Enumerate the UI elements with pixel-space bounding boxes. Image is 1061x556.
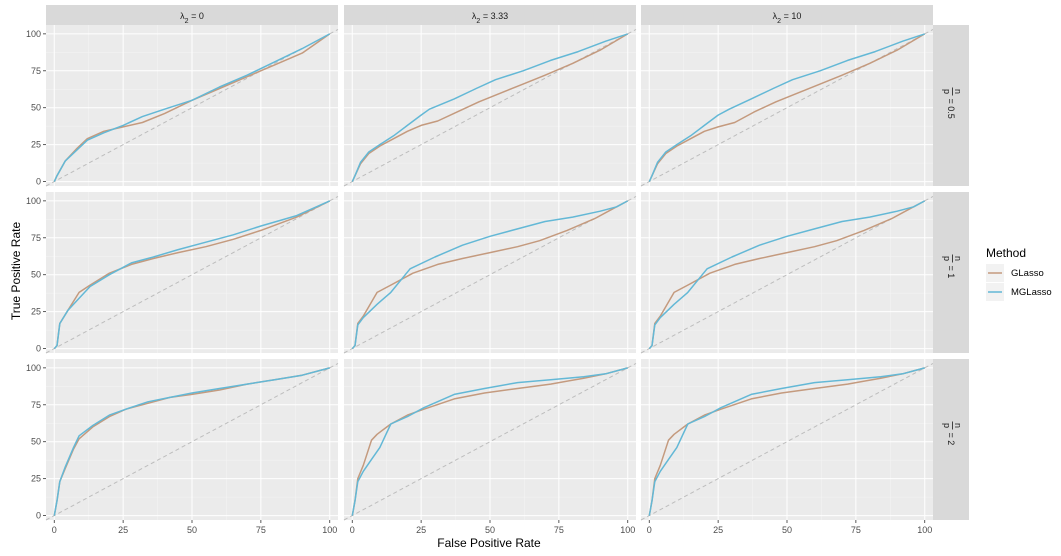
y-tick-label: 75 [31,66,41,76]
column-strip-bg [641,5,933,25]
series-line-mglasso [53,367,330,516]
row-strip-label: np = 2 [942,421,963,446]
legend-title: Method [986,246,1026,260]
strip-label-rest: = 10 [781,11,801,21]
diagonal-reference-line [343,362,637,521]
x-tick-label: 100 [620,525,635,535]
x-tick-label: 25 [713,525,723,535]
diagonal-reference-line [640,362,934,521]
facet-panel [343,25,637,187]
y-tick-label: 100 [26,363,41,373]
panels-layer [45,25,934,521]
facet-panel [343,359,637,521]
y-tick-label: 25 [31,474,41,484]
y-tick-label: 50 [31,437,41,447]
row-strip-value: = 1 [946,266,956,279]
x-tick-label: 0 [52,525,57,535]
diagonal-reference-line [45,195,339,354]
column-strip-bg [46,5,338,25]
row-strip-value: = 0.5 [946,99,956,119]
x-tick-label: 100 [322,525,337,535]
strip-label-rest: = 3.33 [480,11,508,21]
x-tick-label: 75 [256,525,266,535]
row-strip-label: np = 1 [942,254,963,279]
series-line-mglasso [648,200,926,350]
y-tick-label: 0 [36,344,41,354]
legend-label: MGLasso [1011,287,1052,298]
row-strip-label: np = 0.5 [942,87,963,119]
series-line-glasso [648,33,926,182]
row-strip-numerator: n [953,256,963,261]
y-tick-label: 75 [31,233,41,243]
axes-layer: 0 25 50 75 100 0 25 50 75 100 0 25 50 75 100 0 25 50 75 100… [26,29,932,535]
y-tick-label: 0 [36,177,41,187]
x-tick-label: 0 [647,525,652,535]
series-line-glasso [351,200,629,350]
column-strip-label: λ2 = 10 [773,11,802,25]
y-tick-label: 75 [31,400,41,410]
series-line-mglasso [351,367,628,516]
y-tick-label: 25 [31,307,41,317]
strip-label-base: λ [180,11,185,21]
y-axis-title: True Positive Rate [9,222,23,321]
series-line-mglasso [53,33,331,182]
column-strip-bg [344,5,636,25]
series-line-mglasso [351,200,629,350]
row-strip-denominator: p [942,89,952,94]
legend: Method GLasso MGLasso [986,246,1052,301]
series-line-mglasso [351,33,628,182]
series-line-glasso [351,33,629,182]
column-strip-label: λ2 = 0 [180,11,204,25]
row-strip-numerator: n [953,423,963,428]
diagonal-reference-line [45,362,339,521]
x-tick-label: 50 [485,525,495,535]
x-tick-label: 100 [917,525,932,535]
row-strip-bg [933,192,969,353]
series-line-mglasso [648,367,925,516]
x-tick-label: 75 [851,525,861,535]
y-tick-label: 100 [26,196,41,206]
y-tick-label: 100 [26,29,41,39]
strip-label-sub: 2 [777,18,781,25]
facet-panel [45,192,339,354]
strip-label-sub: 2 [185,18,189,25]
y-tick-label: 50 [31,103,41,113]
x-tick-label: 0 [350,525,355,535]
row-strip-numerator: n [953,89,963,94]
row-strip-denominator: p [942,256,952,261]
strip-label-rest: = 0 [189,11,204,21]
facet-panel [45,25,339,187]
series-line-glasso [648,200,926,350]
row-strip-bg [933,359,969,520]
facet-panel [343,192,637,354]
facet-panel [640,359,934,521]
x-tick-label: 50 [187,525,197,535]
series-line-mglasso [53,200,331,350]
facet-panel [640,25,934,187]
legend-label: GLasso [1011,268,1044,279]
y-tick-label: 25 [31,140,41,150]
x-tick-label: 50 [782,525,792,535]
y-tick-label: 50 [31,270,41,280]
x-tick-label: 75 [554,525,564,535]
strip-label-base: λ [773,11,778,21]
row-strip-value: = 2 [946,433,956,446]
facet-panel [45,359,339,521]
x-tick-label: 25 [118,525,128,535]
x-axis-title: False Positive Rate [437,536,541,550]
row-strip-bg [933,25,969,186]
x-tick-label: 25 [416,525,426,535]
row-strip-denominator: p [942,423,952,428]
series-line-mglasso [648,33,925,182]
column-strip-label: λ2 = 3.33 [472,11,508,25]
strip-label-sub: 2 [476,18,480,25]
y-tick-label: 0 [36,511,41,521]
facet-panel [640,192,934,354]
strip-label-base: λ [472,11,477,21]
